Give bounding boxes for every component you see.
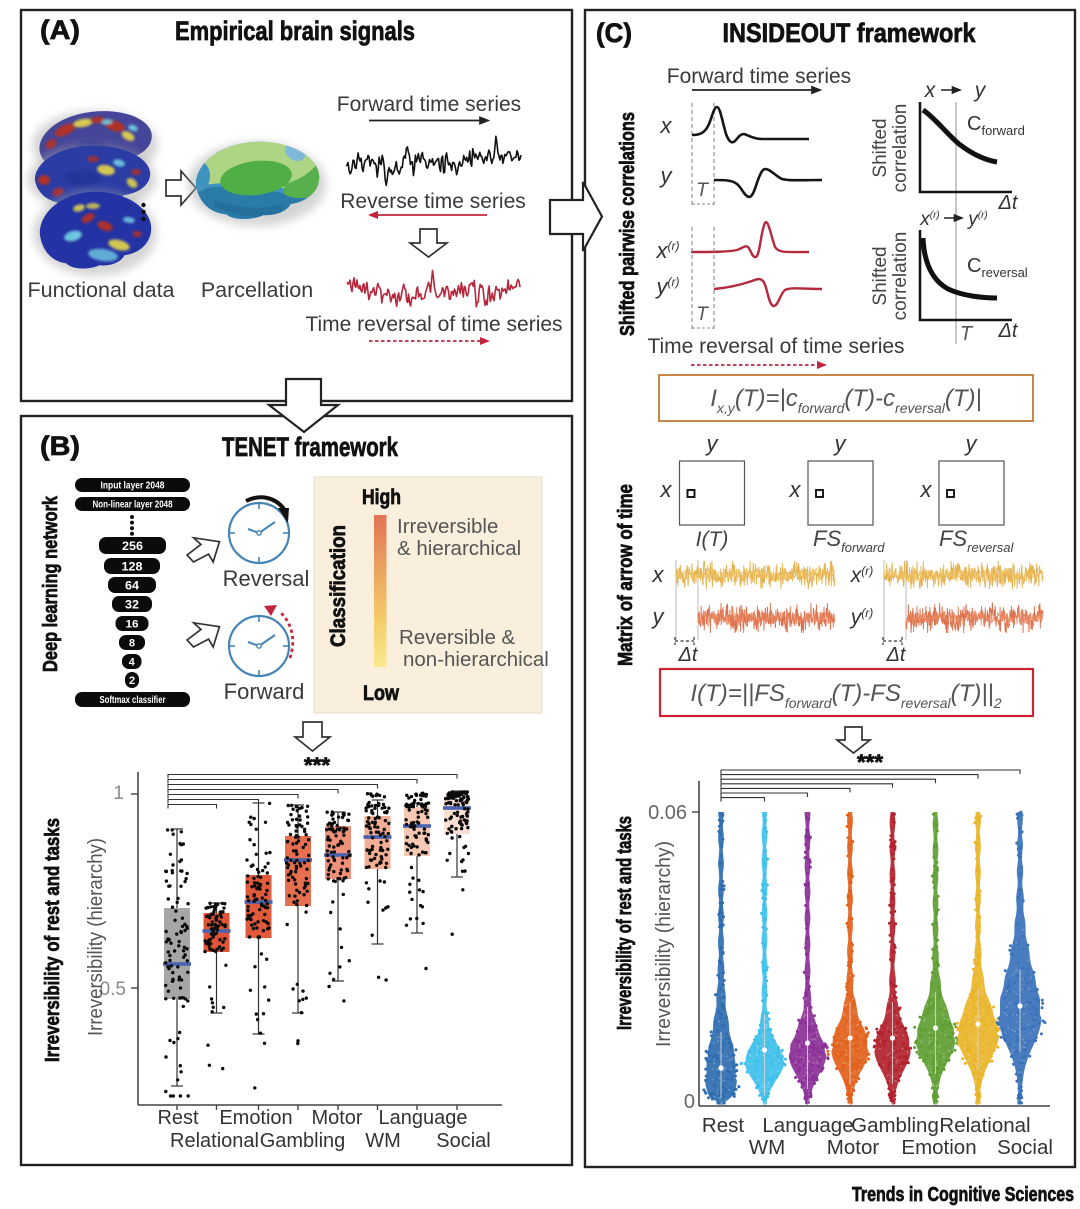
svg-text:x: x bbox=[789, 477, 802, 502]
svg-text:correlation: correlation bbox=[890, 232, 911, 321]
svg-text:***: *** bbox=[857, 751, 884, 774]
svg-text:x: x bbox=[924, 79, 937, 102]
svg-text:1: 1 bbox=[113, 783, 124, 804]
svg-text:& hierarchical: & hierarchical bbox=[397, 537, 521, 560]
svg-text:Gambling: Gambling bbox=[260, 1130, 346, 1152]
svg-text:non-hierarchical: non-hierarchical bbox=[403, 648, 549, 671]
svg-text:y: y bbox=[833, 431, 848, 456]
svg-text:Irreversibility of rest and ta: Irreversibility of rest and tasks bbox=[42, 818, 64, 1062]
svg-text:Social: Social bbox=[997, 1136, 1053, 1159]
svg-text:TENET framework: TENET framework bbox=[222, 432, 399, 462]
svg-text:(B): (B) bbox=[40, 431, 80, 461]
svg-text:y: y bbox=[659, 163, 674, 188]
svg-text:Irreversibility of rest and ta: Irreversibility of rest and tasks bbox=[614, 816, 636, 1030]
svg-text:Time reversal of time series: Time reversal of time series bbox=[647, 335, 904, 358]
svg-text:T: T bbox=[696, 180, 709, 201]
svg-text:4: 4 bbox=[129, 657, 136, 669]
svg-text:INSIDEOUT framework: INSIDEOUT framework bbox=[723, 18, 977, 48]
svg-text:Language: Language bbox=[762, 1114, 853, 1137]
svg-text:(A): (A) bbox=[40, 15, 80, 45]
svg-text:Motor: Motor bbox=[827, 1136, 880, 1159]
svg-text:Relational: Relational bbox=[939, 1114, 1030, 1137]
svg-text:Δt: Δt bbox=[998, 192, 1019, 214]
svg-text:Deep learning network: Deep learning network bbox=[40, 495, 62, 672]
svg-text:Emotion: Emotion bbox=[219, 1107, 292, 1129]
svg-text:WM: WM bbox=[365, 1130, 401, 1152]
svg-text:x: x bbox=[660, 113, 673, 138]
svg-text:Empirical brain signals: Empirical brain signals bbox=[175, 16, 415, 46]
svg-text:***: *** bbox=[304, 754, 331, 777]
svg-text:Softmax classifier: Softmax classifier bbox=[100, 695, 166, 706]
svg-text:T: T bbox=[960, 323, 974, 345]
svg-text:WM: WM bbox=[749, 1136, 785, 1159]
svg-text:y: y bbox=[705, 431, 720, 456]
svg-text:Forward: Forward bbox=[224, 679, 305, 704]
svg-text:Functional data: Functional data bbox=[27, 278, 174, 302]
svg-text:T: T bbox=[696, 304, 709, 325]
svg-text:Reversible &: Reversible & bbox=[399, 626, 516, 649]
svg-text:64: 64 bbox=[125, 578, 139, 592]
svg-text:8: 8 bbox=[129, 638, 135, 650]
svg-text:Irreversibility (hierarchy): Irreversibility (hierarchy) bbox=[85, 838, 107, 1036]
svg-text:x: x bbox=[652, 562, 665, 587]
svg-text:Classification: Classification bbox=[327, 525, 350, 647]
svg-text:Forward time series: Forward time series bbox=[667, 65, 851, 88]
svg-text:y: y bbox=[651, 604, 666, 629]
svg-text:High: High bbox=[362, 486, 401, 509]
svg-text:Gambling: Gambling bbox=[851, 1114, 939, 1137]
svg-text:Reverse time series: Reverse time series bbox=[340, 190, 526, 213]
svg-text:Irreversible: Irreversible bbox=[397, 515, 498, 538]
svg-text:correlation: correlation bbox=[890, 104, 911, 193]
svg-text:Parcellation: Parcellation bbox=[201, 278, 313, 302]
svg-text:Reversal: Reversal bbox=[223, 566, 310, 591]
svg-text:Rest: Rest bbox=[157, 1107, 199, 1129]
svg-text:Δt: Δt bbox=[678, 644, 699, 666]
svg-text:Language: Language bbox=[379, 1107, 468, 1129]
svg-text:Non-linear layer 2048: Non-linear layer 2048 bbox=[93, 500, 173, 511]
svg-text:Emotion: Emotion bbox=[901, 1136, 976, 1159]
svg-text:Time reversal of time series: Time reversal of time series bbox=[305, 313, 562, 336]
svg-text:Forward time series: Forward time series bbox=[337, 93, 521, 116]
svg-text:Trends in Cognitive Sciences: Trends in Cognitive Sciences bbox=[852, 1184, 1074, 1206]
svg-text:I(T)=||FSforward(T)-FSreversal: I(T)=||FSforward(T)-FSreversal(T)||2 bbox=[690, 680, 1001, 711]
svg-text:Irreversibility (hierarchy): Irreversibility (hierarchy) bbox=[653, 841, 675, 1047]
svg-text:x: x bbox=[920, 477, 933, 502]
svg-text:x: x bbox=[660, 477, 673, 502]
svg-text:Shifted: Shifted bbox=[870, 118, 891, 177]
svg-text:Rest: Rest bbox=[702, 1114, 744, 1137]
svg-text:(C): (C) bbox=[596, 18, 632, 48]
svg-text:0: 0 bbox=[684, 1091, 695, 1113]
svg-text:Shifted pairwise correlations: Shifted pairwise correlations bbox=[617, 112, 639, 336]
svg-text:0.5: 0.5 bbox=[100, 979, 126, 1000]
svg-text:16: 16 bbox=[126, 619, 139, 631]
svg-text:Creversal: Creversal bbox=[967, 255, 1028, 280]
svg-text:Input layer 2048: Input layer 2048 bbox=[101, 481, 165, 492]
svg-text:Relational: Relational bbox=[170, 1130, 259, 1152]
svg-text:y: y bbox=[973, 79, 987, 102]
svg-text:Low: Low bbox=[363, 682, 400, 705]
svg-text:Δt: Δt bbox=[886, 644, 907, 666]
svg-text:y: y bbox=[964, 431, 979, 456]
svg-text:Social: Social bbox=[436, 1130, 490, 1152]
svg-text:Δt: Δt bbox=[998, 320, 1019, 342]
svg-text:Matrix of arrow of time: Matrix of arrow of time bbox=[615, 484, 637, 666]
svg-text:Shifted: Shifted bbox=[870, 246, 891, 305]
svg-text:32: 32 bbox=[125, 597, 139, 611]
svg-text:Motor: Motor bbox=[311, 1107, 362, 1129]
svg-text:256: 256 bbox=[122, 539, 143, 553]
svg-text:128: 128 bbox=[122, 559, 143, 573]
svg-text:0.06: 0.06 bbox=[648, 802, 687, 824]
svg-text:2: 2 bbox=[129, 675, 135, 687]
svg-text:I(T): I(T) bbox=[696, 528, 729, 551]
